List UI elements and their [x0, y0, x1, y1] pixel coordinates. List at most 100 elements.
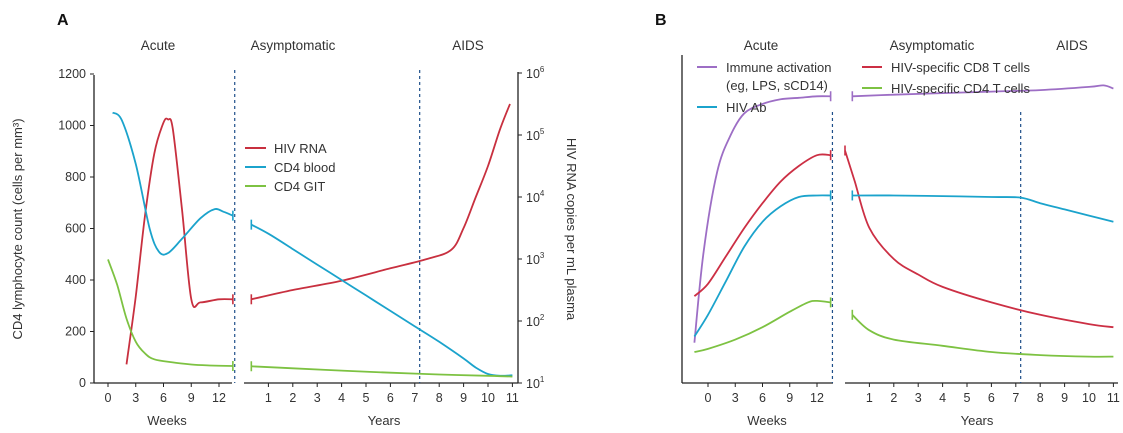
tick-base: 10 — [526, 377, 540, 391]
series-hiv-specific-cd8-t-cells-weeks — [693, 153, 831, 297]
panel-a-phase-dividers — [234, 70, 421, 383]
panel-b-year-ticks: 1 2 3 4 5 6 7 8 9 10 11 — [866, 383, 1120, 405]
series-hiv-rna-weeks — [125, 117, 233, 365]
panel-a-series — [107, 103, 513, 378]
series-hiv-specific-cd4-t-cells-years — [851, 314, 1114, 358]
right-tick-label: 105 — [526, 127, 545, 143]
panel-a-phase-aids: AIDS — [452, 38, 484, 53]
year-tick-label: 6 — [387, 391, 394, 405]
legend-hiv-rna: HIV RNA — [274, 141, 327, 156]
tick-exponent: 1 — [540, 375, 545, 384]
series-immune-activation-eg-lps-scd14-years — [852, 84, 1114, 98]
right-tick-label: 104 — [526, 189, 545, 205]
year-tick-label: 6 — [988, 391, 995, 405]
panel-a-years-label: Years — [368, 413, 401, 428]
panel-a-phase-asymptomatic: Asymptomatic — [251, 38, 336, 53]
week-tick-label: 3 — [132, 391, 139, 405]
year-tick-label: 4 — [939, 391, 946, 405]
series-cd4-git-weeks — [107, 259, 233, 367]
series-cd4-git-years — [251, 365, 513, 378]
panel-b-legend: Immune activation (eg, LPS, sCD14) HIV A… — [697, 60, 1030, 115]
week-tick-label: 3 — [732, 391, 739, 405]
right-tick-label: 103 — [526, 251, 545, 267]
panel-a-label: A — [57, 12, 69, 29]
week-tick-label: 12 — [810, 391, 824, 405]
year-tick-label: 3 — [915, 391, 922, 405]
year-tick-label: 5 — [964, 391, 971, 405]
series-cd4-blood-weeks — [112, 111, 234, 256]
year-tick-label: 2 — [289, 391, 296, 405]
year-tick-label: 8 — [436, 391, 443, 405]
tick-exponent: 2 — [540, 313, 545, 322]
right-tick-label: 106 — [526, 65, 545, 81]
year-tick-label: 7 — [411, 391, 418, 405]
panel-a-phase-acute: Acute — [141, 38, 176, 53]
year-tick-label: 1 — [866, 391, 873, 405]
year-tick-label: 7 — [1012, 391, 1019, 405]
week-tick-label: 6 — [759, 391, 766, 405]
legend-hiv-cd8: HIV-specific CD8 T cells — [891, 60, 1030, 75]
series-hiv-specific-cd8-t-cells-years — [844, 150, 1114, 329]
left-tick-label: 200 — [65, 325, 86, 339]
panel-a-year-ticks: 1 2 3 4 5 6 7 8 9 10 11 — [265, 383, 519, 405]
left-tick-label: 1000 — [58, 119, 86, 133]
year-tick-label: 9 — [460, 391, 467, 405]
panel-b-weeks-label: Weeks — [747, 413, 787, 428]
tick-base: 10 — [526, 191, 540, 205]
year-tick-label: 11 — [506, 391, 519, 405]
legend-hiv-cd4: HIV-specific CD4 T cells — [891, 81, 1030, 96]
left-tick-label: 800 — [65, 170, 86, 184]
week-tick-label: 12 — [212, 391, 226, 405]
year-tick-label: 1 — [265, 391, 272, 405]
left-tick-label: 0 — [79, 376, 86, 390]
panel-b-phase-dividers — [831, 112, 1022, 383]
panel-b-phase-aids: AIDS — [1056, 38, 1088, 53]
week-tick-label: 9 — [188, 391, 195, 405]
tick-base: 10 — [526, 315, 540, 329]
panel-a-legend: HIV RNA CD4 blood CD4 GIT — [245, 141, 335, 194]
year-tick-label: 10 — [481, 391, 495, 405]
year-tick-label: 2 — [890, 391, 897, 405]
legend-cd4-git: CD4 GIT — [274, 179, 325, 194]
panel-b-label: B — [655, 12, 667, 29]
series-hiv-rna-years — [251, 103, 511, 301]
week-tick-label: 9 — [786, 391, 793, 405]
year-tick-label: 9 — [1061, 391, 1068, 405]
year-tick-label: 10 — [1082, 391, 1096, 405]
series-cd4-blood-years — [250, 223, 513, 377]
legend-hiv-ab: HIV Ab — [726, 100, 766, 115]
panel-b-series — [693, 84, 1114, 358]
year-tick-label: 8 — [1037, 391, 1044, 405]
left-tick-label: 1200 — [58, 67, 86, 81]
series-hiv-ab-weeks — [693, 194, 831, 337]
series-hiv-ab-years — [852, 194, 1114, 223]
panel-b-phase-asymptomatic: Asymptomatic — [890, 38, 975, 53]
panel-a-right-axis-label: HIV RNA copies per mL plasma — [564, 138, 579, 321]
right-tick-label: 102 — [526, 313, 545, 329]
panel-a-week-ticks: 0 3 6 9 12 — [105, 383, 226, 405]
year-tick-label: 5 — [363, 391, 370, 405]
panel-a-left-axis-label: CD4 lymphocyte count (cells per mm³) — [10, 118, 25, 339]
tick-base: 10 — [526, 253, 540, 267]
panel-a-weeks-label: Weeks — [147, 413, 187, 428]
week-tick-label: 6 — [160, 391, 167, 405]
year-tick-label: 3 — [314, 391, 321, 405]
tick-exponent: 4 — [540, 189, 545, 198]
panel-b-week-ticks: 0 3 6 9 12 — [705, 383, 824, 405]
panel-a-left-ticks: 0 200 400 600 800 1000 1200 — [58, 67, 94, 390]
legend-cd4-blood: CD4 blood — [274, 160, 335, 175]
tick-base: 10 — [526, 67, 540, 81]
year-tick-label: 11 — [1107, 391, 1120, 405]
panel-a: A Acute Asymptomatic AIDS 0 200 400 600 800 1… — [10, 12, 579, 428]
legend-immune-activation-line2: (eg, LPS, sCD14) — [726, 78, 828, 93]
right-tick-label: 101 — [526, 375, 545, 391]
legend-immune-activation-line1: Immune activation — [726, 60, 832, 75]
tick-base: 10 — [526, 129, 540, 143]
tick-exponent: 6 — [540, 65, 545, 74]
year-tick-label: 4 — [338, 391, 345, 405]
tick-exponent: 3 — [540, 251, 545, 260]
left-tick-label: 600 — [65, 222, 86, 236]
